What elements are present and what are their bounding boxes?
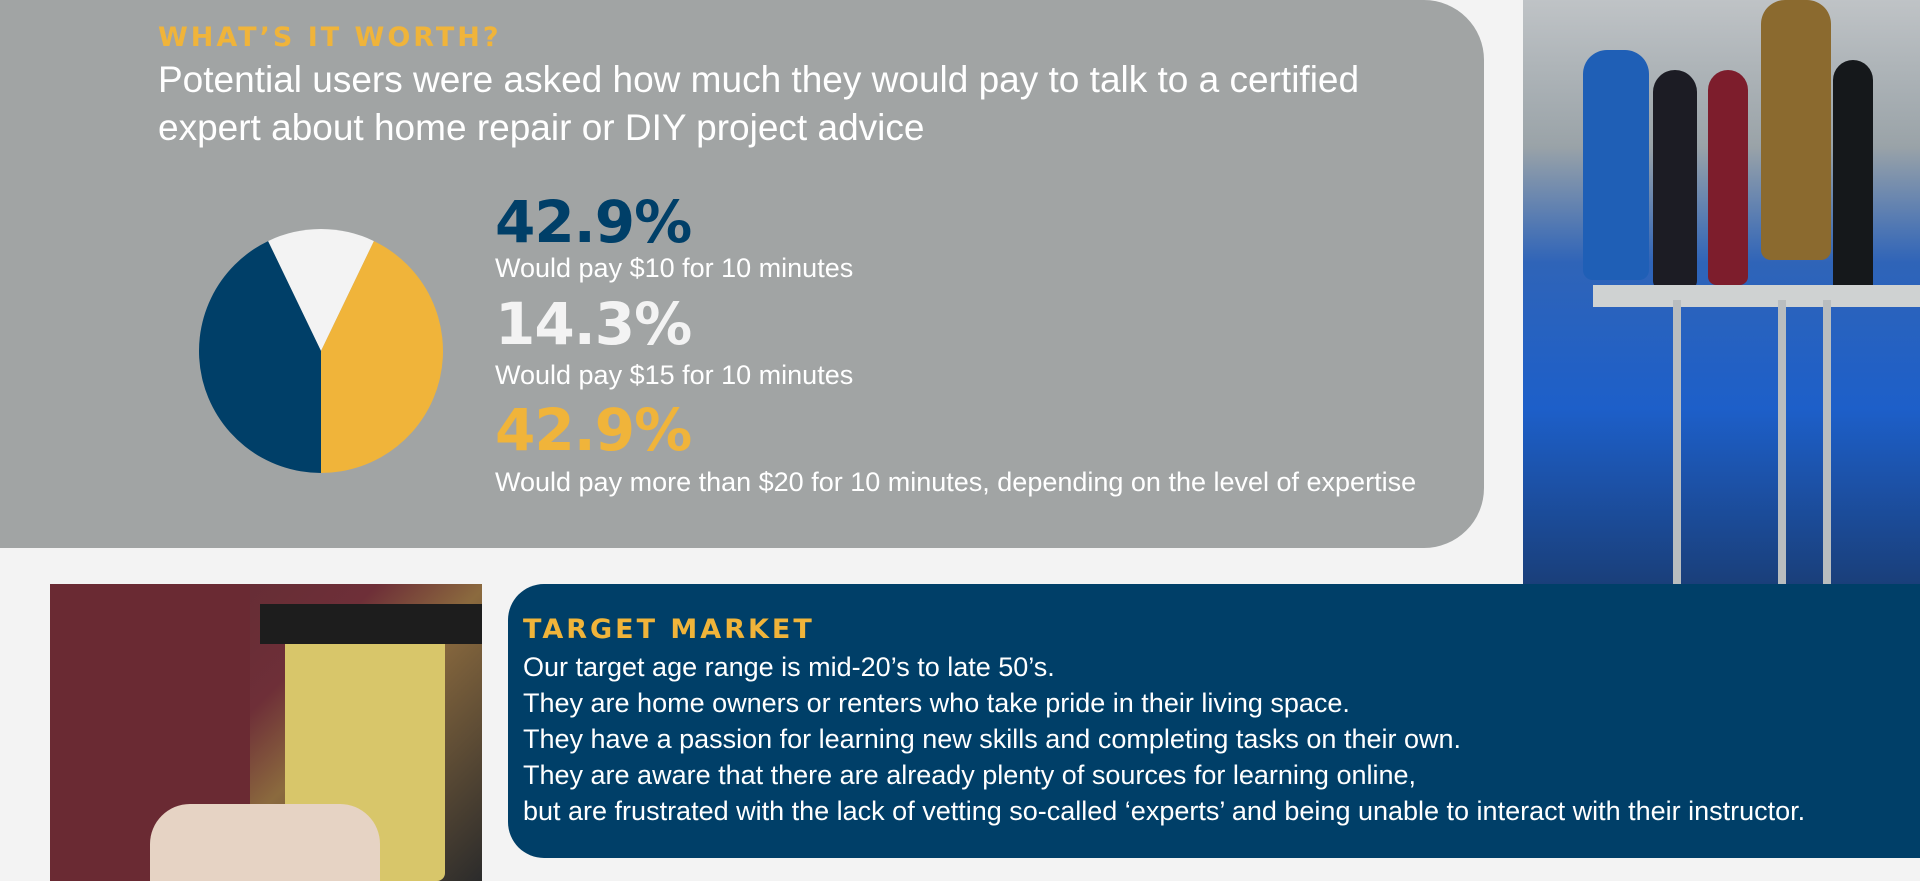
screwdriver-shaft [1778, 300, 1786, 584]
market-line: Our target age range is mid-20’s to late… [523, 652, 1055, 682]
pie-slice-3 [321, 241, 443, 473]
stat-desc-20: Would pay more than $20 for 10 minutes, … [495, 467, 1417, 497]
hand [150, 804, 380, 881]
pie-chart [199, 229, 443, 473]
worth-question: Potential users were asked how much they… [158, 59, 1360, 148]
pie-slice-1 [199, 241, 321, 473]
market-line: They are aware that there are already pl… [523, 760, 1417, 790]
stat-desc-10: Would pay $10 for 10 minutes [495, 253, 854, 283]
screwdriver-shaft [1823, 300, 1831, 584]
tool-belt [260, 604, 482, 644]
market-line: but are frustrated with the lack of vett… [523, 796, 1806, 826]
stat-value-15: 14.3% [495, 290, 692, 358]
stat-value-20: 42.9% [495, 396, 692, 464]
tools-photo [1523, 0, 1920, 584]
stat-value-10: 42.9% [495, 188, 692, 256]
screwdriver-handle-blue [1583, 50, 1649, 280]
pie-slice-2 [268, 229, 374, 351]
market-line: They have a passion for learning new ski… [523, 724, 1461, 754]
worker-photo [50, 584, 482, 881]
tool-rail [1593, 285, 1920, 307]
screwdriver-handle-wood [1761, 0, 1831, 260]
worth-kicker: WHAT’S IT WORTH? [158, 22, 502, 53]
screwdriver-shaft [1673, 300, 1681, 584]
screwdriver-handle-dark [1833, 60, 1873, 300]
market-line: They are home owners or renters who take… [523, 688, 1350, 718]
screwdriver-handle-red [1708, 70, 1748, 285]
target-market-panel [508, 584, 1920, 858]
market-kicker: TARGET MARKET [523, 614, 815, 645]
screwdriver-handle-black [1653, 70, 1697, 290]
stat-desc-15: Would pay $15 for 10 minutes [495, 360, 854, 390]
